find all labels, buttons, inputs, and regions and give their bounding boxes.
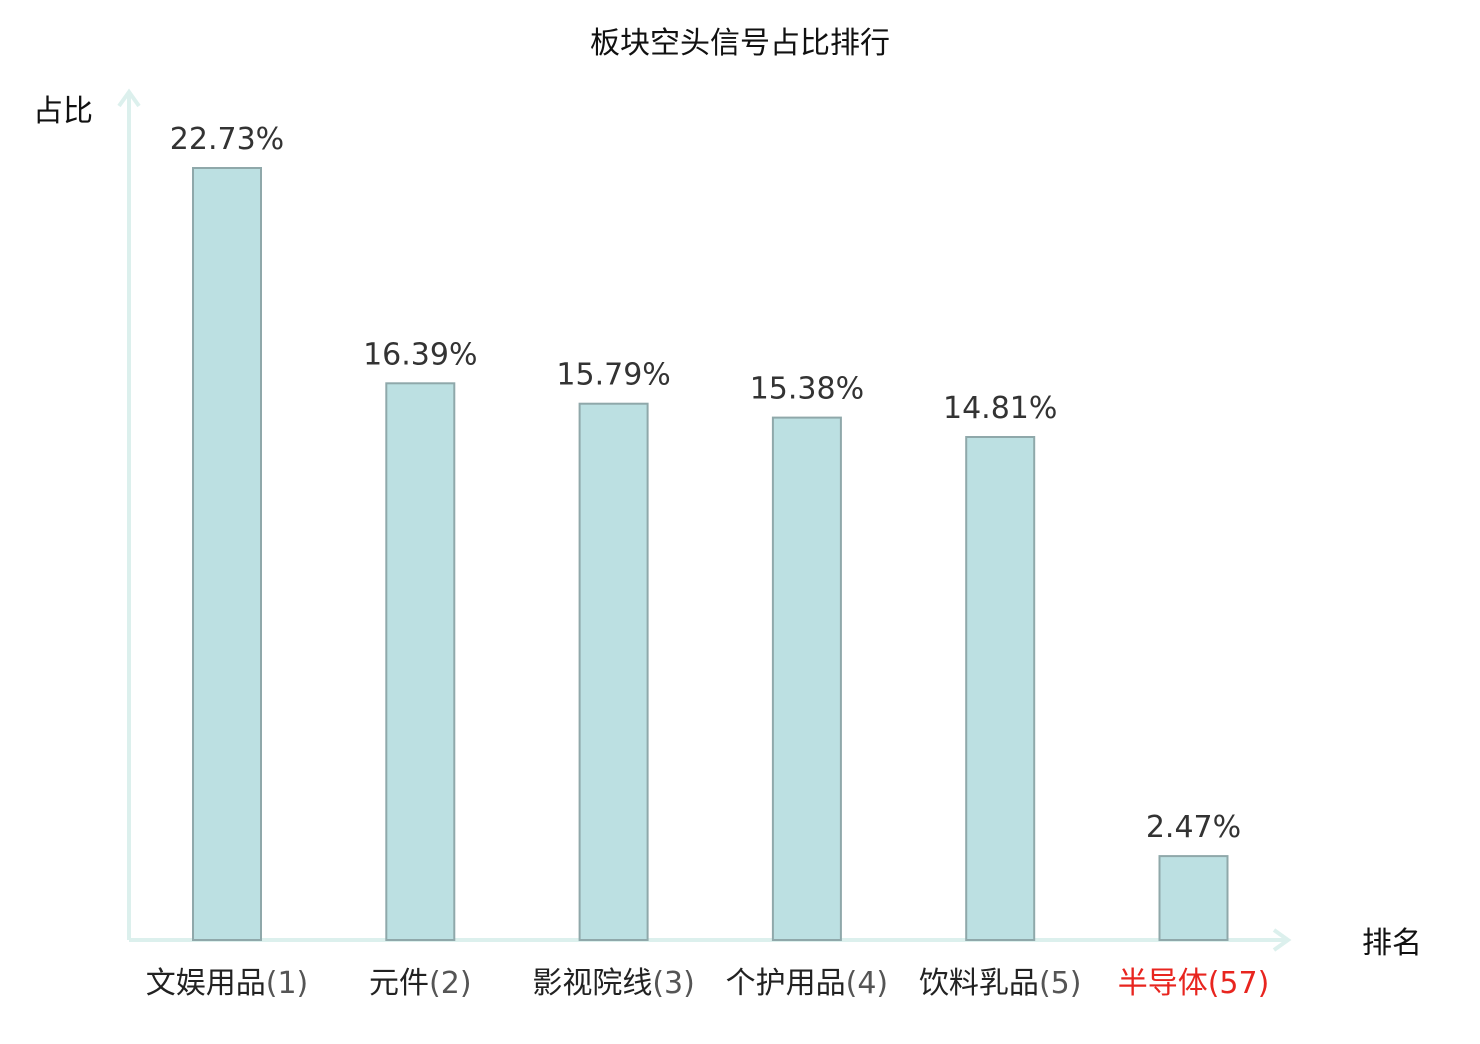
- category-rank: (57): [1208, 966, 1270, 1001]
- y-axis-label: 占比: [33, 94, 93, 129]
- category-label: 半导体(57): [1118, 966, 1270, 1001]
- category-labels: 文娱用品(1) 元件(2) 影视院线(3) 个护用品(4) 饮料乳品(5) 半导体(57): [146, 966, 1270, 1001]
- category-rank: (2): [429, 966, 472, 1001]
- category-label: 饮料乳品(5): [919, 966, 1081, 1001]
- bar: [965, 436, 1036, 941]
- bar: [385, 382, 456, 941]
- category-rank: (5): [1039, 966, 1082, 1001]
- category-rank: (4): [846, 966, 889, 1001]
- bar-value-label: 2.47%: [1146, 810, 1241, 845]
- category-label: 文娱用品(1): [146, 966, 309, 1001]
- chart-title: 板块空头信号占比排行: [590, 26, 890, 61]
- bar: [578, 402, 649, 941]
- category-name: 影视院线: [532, 966, 652, 1001]
- y-axis-arrow-icon: [117, 88, 141, 108]
- category-name: 文娱用品: [146, 966, 266, 1001]
- category-name: 半导体: [1118, 966, 1208, 1001]
- value-labels: 22.73% 16.39% 15.79% 15.38% 14.81% 2.47%: [170, 122, 1241, 845]
- category-name: 个护用品: [726, 966, 846, 1001]
- bar-value-label: 15.38%: [750, 372, 864, 407]
- bars: [192, 167, 1229, 942]
- category-label: 个护用品(4): [726, 966, 889, 1001]
- category-label: 元件(2): [369, 966, 472, 1001]
- bar-value-label: 22.73%: [170, 122, 284, 157]
- axes: [117, 88, 1292, 952]
- category-label: 影视院线(3): [532, 966, 695, 1001]
- bar: [192, 167, 262, 941]
- bar: [1158, 855, 1229, 941]
- bar-value-label: 15.79%: [556, 358, 670, 393]
- bar-value-label: 16.39%: [363, 337, 477, 372]
- bar-value-label: 14.81%: [943, 391, 1057, 426]
- x-axis-label: 排名: [1362, 926, 1422, 961]
- bar: [771, 416, 842, 942]
- category-name: 元件: [369, 966, 429, 1001]
- category-name: 饮料乳品: [919, 966, 1039, 1001]
- category-rank: (1): [266, 966, 309, 1001]
- category-rank: (3): [652, 966, 695, 1001]
- x-axis-arrow-icon: [1272, 928, 1292, 952]
